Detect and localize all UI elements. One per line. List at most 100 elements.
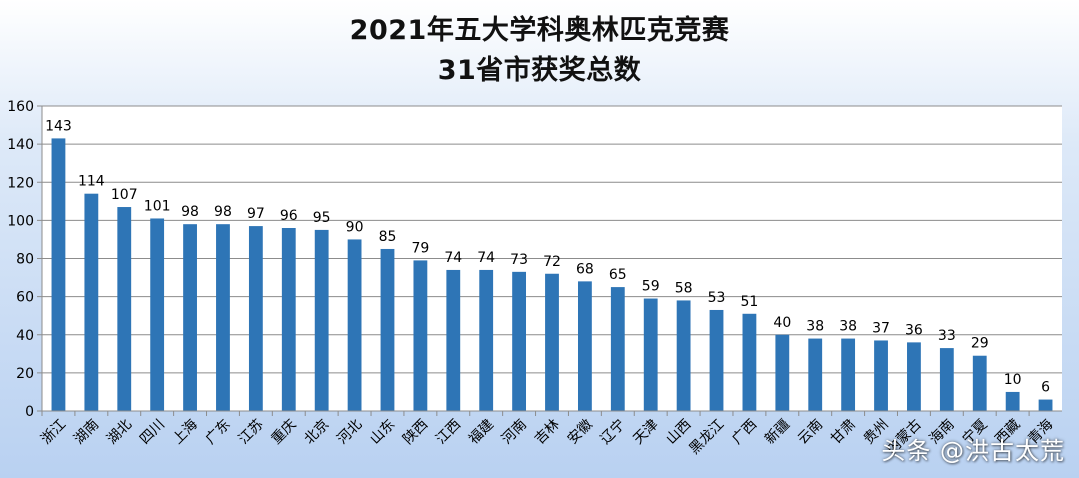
x-tick-label: 辽宁: [597, 416, 629, 448]
data-label: 90: [346, 219, 364, 235]
data-label: 73: [510, 252, 528, 268]
bar-辽宁: [610, 287, 625, 411]
bar-山东: [380, 248, 395, 411]
x-tick-label: 北京: [301, 417, 332, 448]
data-label: 101: [144, 198, 171, 214]
x-tick-label: 山东: [367, 417, 398, 448]
y-tick-label: 20: [16, 366, 34, 382]
bar-江苏: [248, 226, 263, 411]
data-label: 33: [938, 328, 956, 344]
x-tick-label: 广西: [729, 417, 760, 448]
x-tick-label: 河北: [334, 417, 365, 448]
bar-天津: [643, 298, 658, 411]
data-label: 79: [411, 240, 429, 256]
x-tick-label: 天津: [630, 417, 661, 448]
x-tick-label: 陕西: [400, 417, 431, 448]
y-tick-label: 60: [16, 290, 34, 306]
chart-subtitle: 31省市获奖总数: [437, 55, 642, 86]
x-tick-label: 黑龙江: [686, 417, 727, 458]
bar-江西: [446, 269, 461, 411]
y-tick-label: 80: [16, 252, 34, 268]
bar-河南: [512, 271, 527, 411]
data-label: 29: [971, 336, 989, 352]
data-label: 95: [313, 210, 331, 226]
y-tick-label: 100: [7, 213, 34, 229]
y-tick-label: 160: [7, 99, 34, 115]
x-tick-label: 吉林: [532, 417, 563, 448]
data-label: 58: [675, 280, 693, 296]
x-tick-label: 河南: [499, 417, 530, 448]
x-tick-label: 江苏: [236, 417, 267, 448]
data-label: 98: [181, 204, 199, 220]
data-label: 10: [1004, 372, 1022, 388]
data-label: 74: [444, 250, 462, 266]
bar-宁夏: [972, 355, 987, 411]
bar-广东: [216, 224, 230, 411]
bar-贵州: [874, 340, 888, 411]
x-tick-label: 四川: [137, 417, 168, 448]
data-label: 38: [839, 319, 857, 335]
x-tick-label: 新疆: [762, 417, 793, 448]
bar-陕西: [413, 260, 428, 411]
x-tick-label: 上海: [170, 417, 201, 448]
bar-山西: [676, 300, 691, 411]
bar-云南: [808, 338, 823, 411]
x-tick-label: 云南: [795, 417, 826, 448]
data-label: 72: [543, 254, 561, 270]
bar-重庆: [281, 228, 296, 411]
data-label: 74: [477, 250, 495, 266]
x-tick-label: 广东: [203, 417, 234, 448]
data-label: 59: [642, 279, 660, 295]
x-tick-label: 安徽: [565, 417, 596, 448]
data-label: 107: [111, 187, 138, 203]
bar-青海: [1038, 399, 1053, 411]
bar-甘肃: [841, 338, 856, 411]
data-label: 65: [609, 267, 627, 283]
x-tick-label: 甘肃: [828, 417, 859, 448]
bar-北京: [314, 229, 329, 411]
bar-广西: [742, 313, 757, 411]
data-label: 96: [280, 208, 298, 224]
watermark: 头条 @洪古太荒: [881, 437, 1065, 465]
x-tick-label: 浙江: [38, 417, 69, 448]
bar-湖北: [117, 207, 132, 411]
x-tick-label: 福建: [466, 417, 497, 448]
data-label: 37: [872, 320, 890, 336]
data-label: 143: [45, 118, 72, 134]
data-label: 97: [247, 206, 265, 222]
y-tick-label: 140: [7, 137, 34, 153]
data-label: 53: [708, 290, 726, 306]
x-tick-label: 湖南: [71, 417, 102, 448]
chart-title: 2021年五大学科奥林匹克竞赛: [349, 15, 730, 46]
bar-四川: [150, 218, 165, 411]
bar-河北: [347, 239, 362, 411]
bar-内蒙古: [907, 342, 921, 411]
bar-安徽: [577, 281, 592, 411]
bar-吉林: [545, 273, 559, 411]
data-label: 114: [78, 174, 105, 190]
bar-浙江: [51, 138, 66, 411]
bar-湖南: [84, 193, 99, 411]
data-label: 85: [379, 229, 397, 245]
data-label: 6: [1041, 380, 1050, 396]
bar-海南: [939, 348, 954, 411]
y-tick-label: 0: [25, 404, 34, 420]
x-tick-label: 江西: [433, 417, 464, 448]
data-label: 40: [773, 315, 791, 331]
x-tick-label: 重庆: [268, 417, 299, 448]
data-label: 98: [214, 204, 232, 220]
data-label: 68: [576, 261, 594, 277]
bar-新疆: [775, 334, 790, 411]
bar-上海: [183, 224, 197, 411]
y-tick-label: 120: [7, 175, 34, 191]
data-label: 36: [905, 322, 923, 338]
bar-福建: [479, 269, 494, 411]
y-tick-label: 40: [16, 328, 34, 344]
x-tick-label: 湖北: [104, 417, 135, 448]
bar-黑龙江: [709, 309, 724, 411]
bar-西藏: [1005, 391, 1020, 411]
data-label: 38: [806, 319, 824, 335]
data-label: 51: [741, 294, 759, 310]
